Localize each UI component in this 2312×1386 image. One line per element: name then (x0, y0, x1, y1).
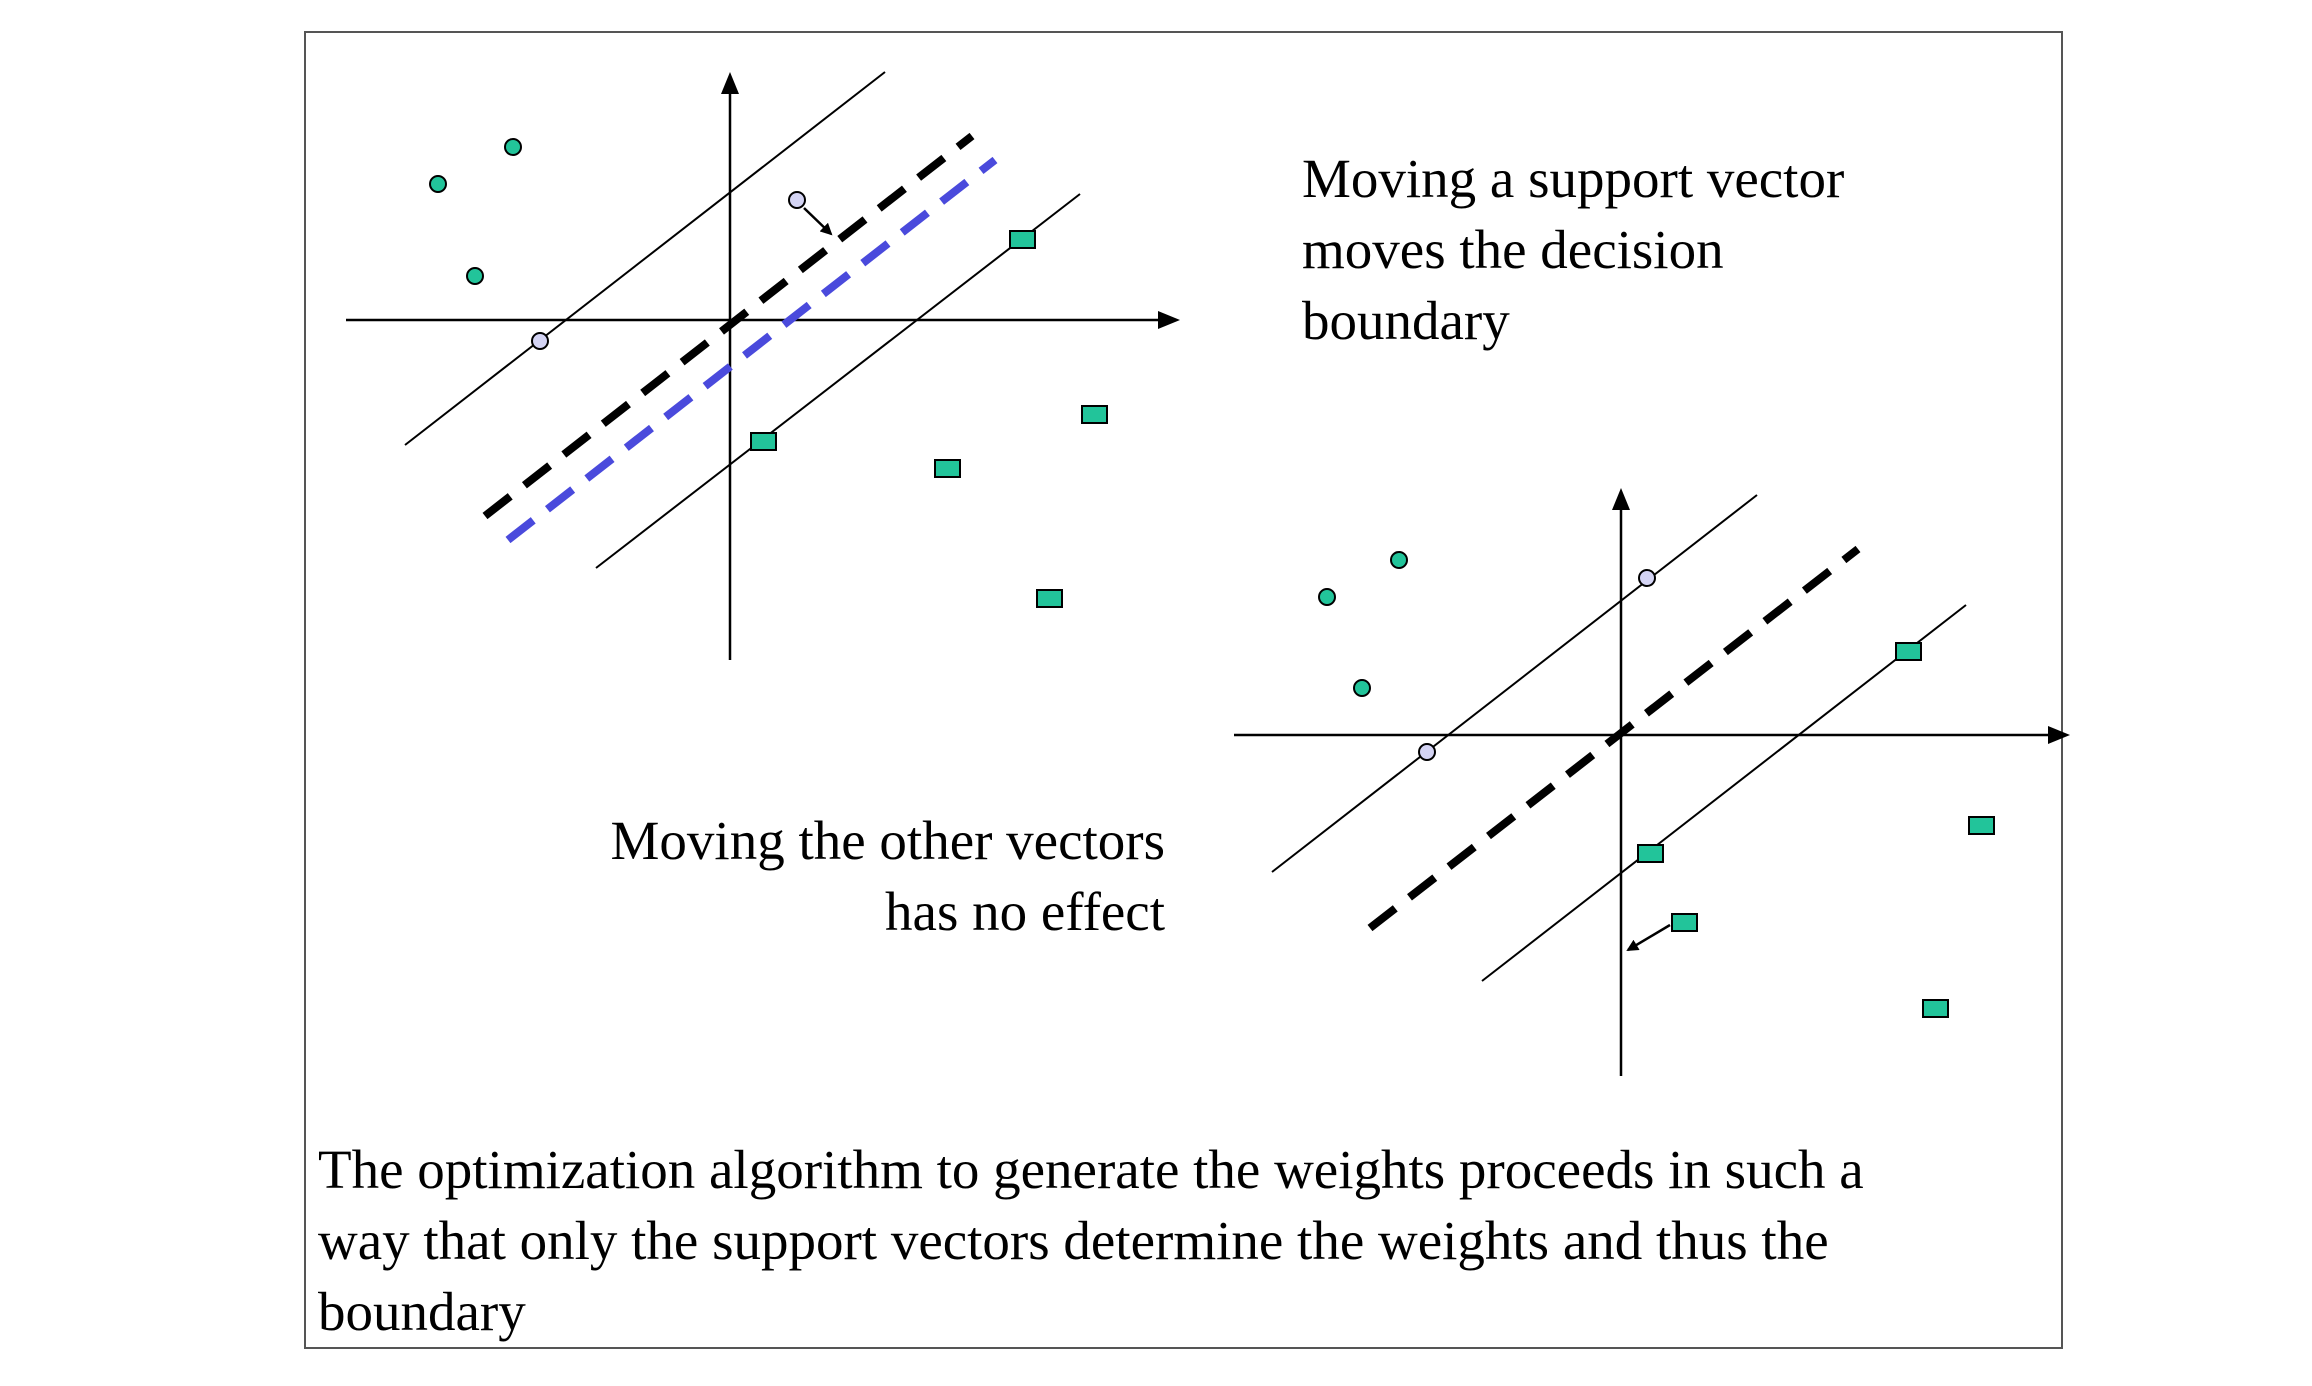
move-arrow (1626, 923, 1671, 952)
y-axis-arrowhead (1612, 488, 1630, 510)
support-vector-square (1895, 642, 1922, 661)
class-a-point (504, 138, 522, 156)
support-vector-circle (1418, 743, 1436, 761)
new-decision-boundary (505, 156, 998, 544)
class-b-point (934, 459, 961, 478)
caption-optimization: The optimization algorithm to generate t… (318, 1139, 1864, 1342)
class-b-point (1968, 816, 1995, 835)
margin-line-lower (1481, 604, 1967, 982)
decision-boundary (1367, 545, 1861, 932)
x-axis-arrowhead (2048, 726, 2070, 744)
support-vector-square (1637, 844, 1664, 863)
support-vector-circle (1638, 569, 1656, 587)
margin-line-upper (404, 71, 886, 446)
class-a-point (1353, 679, 1371, 697)
class-b-point (1081, 405, 1108, 424)
class-a-point (466, 267, 484, 285)
x-axis-arrowhead (1158, 311, 1180, 329)
diagram-bottom-right (1234, 488, 2070, 1076)
slide-frame (304, 31, 2063, 1349)
class-a-point (429, 175, 447, 193)
diagram-top-left (346, 71, 1180, 660)
margin-line-upper (1271, 494, 1758, 873)
class-a-point (1390, 551, 1408, 569)
move-arrow (803, 207, 833, 236)
class-b-point (1922, 999, 1949, 1018)
y-axis-arrowhead (721, 72, 739, 94)
moved-support-vector (788, 191, 806, 209)
support-vector-square (750, 432, 777, 451)
support-vector-circle (531, 332, 549, 350)
class-a-point (1318, 588, 1336, 606)
decision-boundary (482, 132, 975, 520)
margin-line-lower (595, 193, 1081, 569)
caption-support-vector: Moving a support vector moves the decisi… (1302, 148, 1845, 351)
support-vector-square (1009, 230, 1036, 249)
caption-other-vectors: Moving the other vectors has no effect (610, 810, 1165, 942)
class-b-point (1036, 589, 1063, 608)
moved-class-b-point (1671, 913, 1698, 932)
